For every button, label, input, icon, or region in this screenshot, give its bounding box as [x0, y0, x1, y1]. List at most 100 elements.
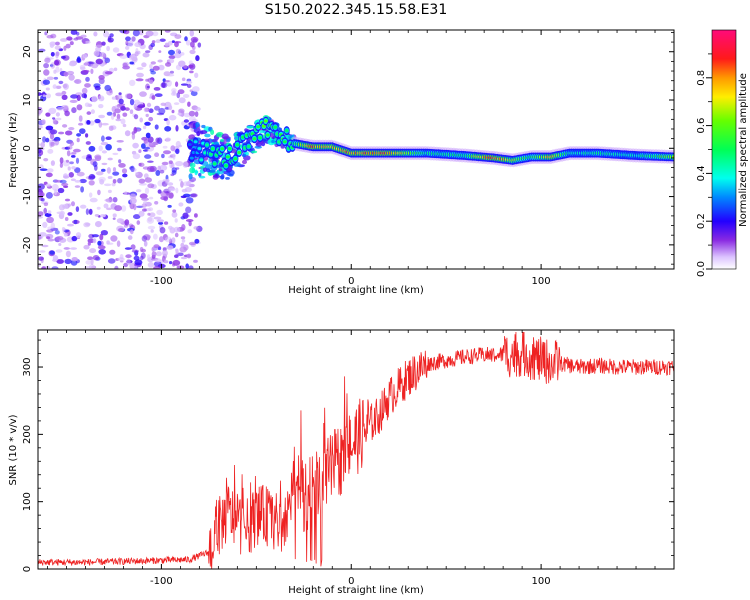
transition-speckle [225, 177, 230, 180]
noise-speckle [115, 118, 122, 122]
colorbar-tick-label: 0.2 [696, 213, 707, 229]
noise-speckle [159, 169, 165, 174]
noise-speckle [195, 55, 200, 62]
noise-speckle [181, 224, 186, 231]
noise-speckle [65, 250, 71, 258]
noise-speckle [130, 244, 136, 250]
noise-speckle [133, 255, 140, 261]
transition-speckle [242, 159, 247, 165]
noise-speckle [90, 109, 95, 114]
transition-speckle [199, 130, 208, 135]
noise-speckle [112, 152, 119, 156]
noise-speckle [141, 203, 147, 208]
noise-speckle [154, 152, 160, 157]
noise-speckle [119, 254, 124, 260]
ridge-core [258, 136, 263, 140]
transition-speckle [221, 133, 229, 140]
noise-speckle [163, 150, 171, 155]
noise-speckle [85, 155, 93, 161]
noise-speckle [61, 227, 66, 232]
noise-speckle [99, 214, 106, 218]
noise-speckle [159, 164, 168, 171]
noise-speckle [67, 145, 73, 150]
noise-speckle [76, 171, 85, 177]
noise-speckle [52, 118, 57, 125]
snr-frame [37, 329, 675, 570]
noise-speckle [174, 34, 182, 39]
noise-speckle [142, 125, 147, 130]
noise-speckle [38, 107, 43, 114]
noise-speckle [176, 92, 181, 99]
noise-speckle [98, 249, 106, 255]
noise-speckle [75, 232, 82, 239]
transition-speckle [241, 153, 247, 158]
ridge-core [224, 164, 228, 168]
noise-speckle [88, 208, 93, 215]
noise-speckle [144, 187, 150, 195]
noise-speckle [112, 213, 117, 218]
transition-speckle [212, 175, 221, 178]
noise-speckle [63, 45, 67, 51]
noise-speckle [103, 203, 109, 209]
noise-speckle [89, 197, 98, 203]
noise-speckle [46, 168, 54, 173]
noise-speckle [138, 210, 145, 217]
noise-speckle [139, 91, 147, 97]
noise-speckle [180, 236, 186, 240]
noise-speckle [106, 167, 111, 174]
noise-speckle [189, 49, 196, 55]
noise-speckle [151, 246, 155, 252]
noise-speckle [106, 45, 110, 52]
noise-speckle [171, 211, 178, 218]
noise-speckle [82, 54, 88, 59]
noise-speckle [183, 119, 189, 123]
y-tick-label: -10 [22, 188, 33, 204]
ridge-core [210, 147, 215, 151]
noise-speckle [51, 184, 59, 191]
noise-speckle [187, 101, 191, 107]
noise-speckle [39, 192, 45, 197]
ridge-core [252, 137, 257, 141]
noise-speckle [109, 249, 116, 255]
noise-speckle [151, 251, 157, 257]
noise-speckle [162, 249, 168, 257]
noise-speckle [139, 246, 144, 253]
noise-speckle [160, 196, 168, 201]
noise-speckle [55, 249, 63, 253]
noise-speckle [163, 80, 170, 83]
y-tick-label: 0 [22, 566, 33, 572]
noise-speckle [193, 259, 198, 263]
noise-speckle [166, 73, 175, 77]
noise-speckle [44, 31, 48, 36]
noise-speckle [139, 117, 143, 123]
noise-speckle [109, 33, 114, 38]
noise-speckle [121, 205, 127, 212]
noise-speckle [175, 248, 179, 252]
noise-speckle [64, 217, 69, 221]
noise-speckle [52, 138, 58, 142]
noise-speckle [142, 52, 150, 58]
noise-speckle [136, 220, 141, 225]
noise-speckle [128, 54, 137, 61]
noise-speckle [183, 244, 189, 251]
noise-speckle [85, 133, 89, 138]
noise-speckle [185, 80, 193, 84]
noise-speckle [63, 175, 70, 179]
noise-speckle [65, 159, 70, 163]
noise-speckle [49, 133, 55, 140]
noise-speckle [73, 148, 81, 153]
noise-speckle [71, 155, 76, 158]
noise-speckle [112, 197, 118, 203]
noise-speckle [76, 31, 80, 36]
noise-speckle [51, 266, 59, 269]
noise-speckle [194, 213, 198, 218]
noise-speckle [79, 178, 87, 184]
noise-speckle [101, 168, 106, 172]
noise-speckle [127, 40, 134, 47]
noise-speckle [178, 60, 186, 67]
noise-speckle [177, 112, 182, 116]
noise-speckle [129, 61, 134, 65]
noise-speckle [166, 119, 170, 126]
noise-speckle [147, 262, 155, 268]
noise-speckle [40, 198, 45, 202]
